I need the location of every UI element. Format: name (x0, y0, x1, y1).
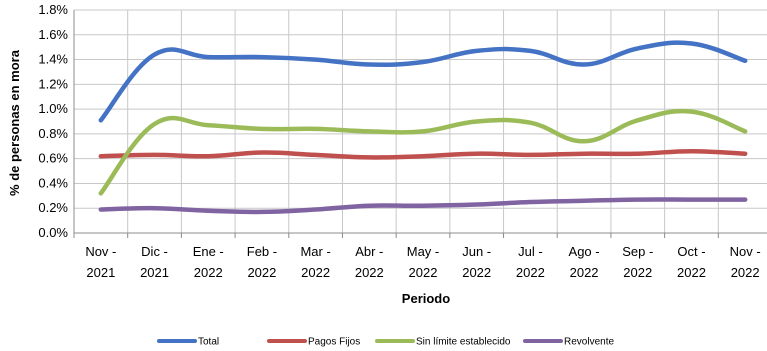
x-tick-label-year: 2022 (462, 265, 491, 280)
x-tick-label-year: 2021 (140, 265, 169, 280)
series-line-revolvente (98, 197, 748, 215)
x-tick-label-month: Jun - (462, 244, 491, 259)
x-tick-label-month: May - (407, 244, 440, 259)
legend-label-revolvente: Revolvente (564, 337, 614, 348)
x-tick-label-month: Abr - (355, 244, 383, 259)
y-tick-label: 1.0% (38, 101, 68, 116)
series-line-sin-limite-establecido (98, 108, 748, 196)
x-tick-label-month: Sep - (622, 244, 653, 259)
x-tick-label-year: 2022 (516, 265, 545, 280)
y-tick-label: 0.6% (38, 151, 68, 166)
x-tick-label-year: 2022 (570, 265, 599, 280)
legend-label-sin-limite-establecido: Sin límite establecido (416, 337, 511, 348)
x-axis-title: Periodo (402, 291, 450, 306)
series-line-pagos-fijos (98, 148, 748, 160)
x-tick-label-year: 2022 (623, 265, 652, 280)
y-tick-label: 1.2% (38, 76, 68, 91)
legend-label-total: Total (198, 337, 219, 348)
y-axis-title: % de personas en mora (7, 49, 22, 196)
x-tick-label-year: 2022 (731, 265, 760, 280)
x-tick-label-month: Oct - (677, 244, 705, 259)
legend-label-pagos-fijos: Pagos Fijos (308, 337, 360, 348)
x-tick-label-year: 2021 (86, 265, 115, 280)
x-tick-label-month: Dic - (141, 244, 168, 259)
y-tick-label: 0.2% (38, 200, 68, 215)
y-tick-labels: 0.0% 0.2% 0.4% 0.6% 0.8% 1.0% 1.2% 1.4% 1.6% 1.8% (38, 2, 68, 240)
y-tick-label: 1.8% (38, 2, 68, 17)
y-tick-label: 1.4% (38, 52, 68, 67)
x-tick-label-year: 2022 (677, 265, 706, 280)
x-tick-label-month: Nov - (730, 244, 761, 259)
x-tick-label-month: Feb - (247, 244, 277, 259)
x-tick-label-month: Ene - (193, 244, 224, 259)
axis-layer (73, 10, 767, 238)
x-tick-labels: Nov - 2021 Dic - 2021 Ene - 2022 Feb - 2022 Mar … (85, 244, 760, 280)
series-line-total (98, 40, 748, 123)
x-tick-label-year: 2022 (301, 265, 330, 280)
x-tick-label-year: 2022 (194, 265, 223, 280)
y-tick-label: 0.0% (38, 225, 68, 240)
x-tick-label-month: Nov - (85, 244, 116, 259)
y-tick-label: 0.4% (38, 175, 68, 190)
y-tick-label: 1.6% (38, 27, 68, 42)
x-tick-label-month: Ago - (569, 244, 600, 259)
series-layer (98, 40, 748, 215)
legend: Total Pagos Fijos Sin límite establecido Re… (157, 337, 614, 348)
grid-layer (74, 9, 767, 233)
x-tick-label-month: Jul - (518, 244, 543, 259)
x-tick-label-year: 2022 (409, 265, 438, 280)
x-tick-label-year: 2022 (247, 265, 276, 280)
x-tick-label-year: 2022 (355, 265, 384, 280)
x-tick-label-month: Mar - (300, 244, 330, 259)
y-tick-label: 0.8% (38, 126, 68, 141)
